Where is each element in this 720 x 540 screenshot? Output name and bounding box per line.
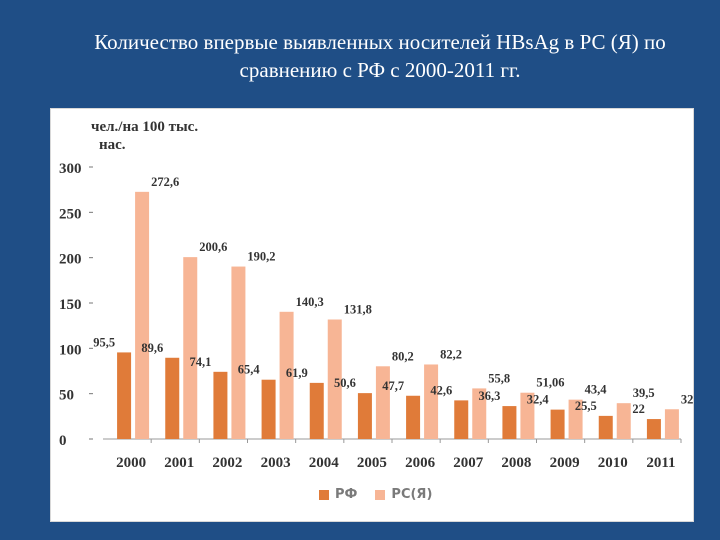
y-tick-label: 250 (59, 206, 82, 222)
x-tick-label: 2009 (550, 455, 580, 471)
data-label-rf: 47,7 (382, 379, 404, 393)
y-tick-label: 100 (59, 342, 82, 358)
data-label-rs: 200,6 (199, 240, 227, 254)
y-tick-label: 300 (59, 161, 82, 177)
bar-rf (357, 393, 372, 439)
legend-swatch-rf (319, 489, 329, 500)
data-label-rf: 61,9 (286, 366, 308, 380)
bar-rs (327, 319, 342, 439)
x-tick-label: 2004 (309, 455, 340, 471)
legend-item-rs: РС(Я) (375, 487, 432, 502)
data-label-rf: 95,5 (93, 335, 115, 349)
bar-rf (646, 419, 661, 439)
y-axis-title-line2: нас. (99, 137, 126, 153)
bar-rs (135, 191, 150, 439)
bar-rf (550, 409, 565, 439)
data-label-rs: 272,6 (151, 175, 179, 189)
data-label-rf: 36,3 (479, 389, 501, 403)
data-label-rs: 80,2 (392, 349, 414, 363)
bar-rf (454, 400, 469, 439)
data-label-rf: 32,4 (527, 393, 550, 407)
data-label-rs: 82,2 (440, 347, 462, 361)
x-tick-label: 2000 (116, 455, 146, 471)
data-label-rf: 42,6 (430, 383, 452, 397)
data-label-rf: 50,6 (334, 376, 356, 390)
x-tick-label: 2001 (164, 455, 194, 471)
bar-rs (279, 311, 294, 439)
x-tick-label: 2003 (261, 455, 291, 471)
data-label-rs: 51,06 (536, 376, 564, 390)
bar-rs (664, 409, 679, 439)
bar-rf (213, 371, 228, 439)
bar-rf (502, 406, 517, 439)
bar-rf (309, 382, 324, 439)
x-tick-label: 2002 (212, 455, 242, 471)
legend-label-rf: РФ (335, 487, 358, 502)
y-tick-label: 200 (59, 252, 82, 268)
chart-panel: чел./на 100 тыс. нас. 0 50 100 150 200 250 300 95… (50, 108, 694, 522)
data-label-rs: 32,8 (681, 392, 693, 406)
data-label-rf: 25,5 (575, 399, 597, 413)
legend-label-rs: РС(Я) (391, 487, 433, 502)
y-tick-label: 50 (59, 388, 74, 404)
y-tick-label: 0 (59, 433, 67, 449)
data-label-rs: 39,5 (633, 386, 655, 400)
bar-rf (406, 395, 421, 439)
bar-rs (616, 403, 631, 439)
legend-item-rf: РФ (319, 487, 357, 502)
data-label-rs: 190,2 (247, 250, 275, 264)
bar-rs (424, 364, 439, 439)
data-label-rs: 43,4 (585, 383, 608, 397)
bar-rs (520, 392, 535, 439)
x-tick-label: 2010 (598, 455, 628, 471)
bar-rs (568, 399, 583, 439)
bar-rs (472, 388, 487, 439)
legend: РФ РС(Я) (319, 487, 432, 502)
y-tick-label: 150 (59, 297, 82, 313)
bar-rs (183, 257, 198, 439)
data-label-rf: 89,6 (141, 341, 163, 355)
x-tick-label: 2008 (501, 455, 531, 471)
bar-chart: чел./на 100 тыс. нас. 0 50 100 150 200 250 300 95… (59, 119, 693, 471)
data-label-rs: 131,8 (344, 303, 372, 317)
x-tick-label: 2005 (357, 455, 387, 471)
bar-rs (375, 366, 390, 439)
x-tick-label: 2007 (453, 455, 484, 471)
x-tick-label: 2006 (405, 455, 436, 471)
data-label-rf: 65,4 (238, 363, 261, 377)
y-axis-title: чел./на 100 тыс. (91, 119, 198, 135)
data-label-rf: 22 (632, 402, 645, 416)
bar-rf (117, 352, 132, 439)
bar-rf (598, 415, 613, 439)
data-label-rs: 55,8 (488, 371, 510, 385)
data-label-rs: 140,3 (296, 295, 324, 309)
slide-title: Количество впервые выявленных носителей … (94, 30, 666, 82)
bar-rf (165, 357, 180, 439)
data-label-rf: 74,1 (190, 355, 212, 369)
bar-rf (261, 379, 276, 439)
bar-rs (231, 266, 246, 439)
x-tick-label: 2011 (646, 455, 675, 471)
legend-swatch-rs (375, 489, 386, 500)
